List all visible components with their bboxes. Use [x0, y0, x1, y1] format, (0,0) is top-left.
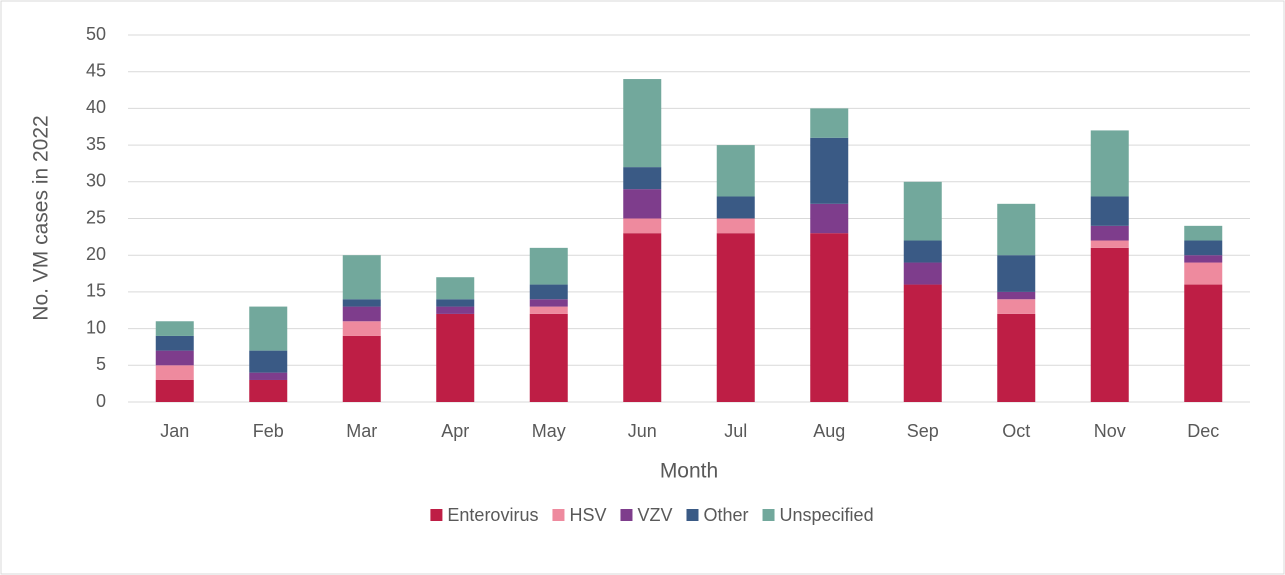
bar-segment	[342, 321, 381, 336]
y-tick-label: 40	[86, 97, 106, 117]
bar-segment	[155, 350, 194, 366]
bar-segment	[155, 335, 194, 351]
x-tick-label: Mar	[346, 421, 377, 441]
bar-segment	[249, 372, 288, 380]
legend-label: Unspecified	[780, 505, 874, 525]
legend-swatch	[620, 509, 633, 521]
bar-segment	[903, 240, 942, 263]
bar-segment	[1184, 255, 1223, 263]
legend-swatch	[552, 509, 565, 521]
y-tick-label: 35	[86, 134, 106, 154]
bar-segment	[342, 306, 381, 322]
bar-segment	[1090, 130, 1129, 197]
bar-segment	[1090, 196, 1129, 226]
bar-segment	[249, 350, 288, 373]
bar-segment	[623, 218, 662, 234]
bar-segment	[623, 189, 662, 219]
bar-segment	[623, 167, 662, 190]
bar-segment	[810, 233, 849, 402]
x-tick-label: Oct	[1002, 421, 1030, 441]
y-tick-label: 50	[86, 24, 106, 44]
bar-segment	[155, 379, 194, 402]
legend-swatch	[762, 509, 775, 521]
bar-segment	[342, 335, 381, 402]
bar-segment	[155, 365, 194, 380]
bar-segment	[716, 233, 755, 402]
bar-segment	[716, 145, 755, 197]
bar-segment	[903, 284, 942, 402]
x-tick-label: Jun	[628, 421, 657, 441]
bar-segment	[529, 306, 568, 314]
bar-segment	[997, 299, 1036, 314]
bar-segment	[249, 379, 288, 402]
bar-segment	[436, 277, 475, 300]
bar-segment	[903, 181, 942, 241]
bar-segment	[997, 291, 1036, 300]
x-tick-label: Apr	[441, 421, 469, 441]
y-tick-label: 20	[86, 244, 106, 264]
bar-segment	[155, 321, 194, 336]
bar-segment	[716, 218, 755, 234]
bar-segment	[903, 262, 942, 285]
legend-swatch	[430, 509, 443, 521]
y-tick-label: 25	[86, 207, 106, 227]
bar-segment	[1090, 240, 1129, 248]
bar-segment	[1090, 225, 1129, 241]
bar-segment	[342, 255, 381, 300]
legend-label: Enterovirus	[447, 505, 538, 525]
bar-segment	[810, 203, 849, 234]
x-tick-label: May	[532, 421, 566, 441]
x-axis-title: Month	[660, 460, 718, 483]
x-tick-label: Feb	[253, 421, 284, 441]
y-tick-label: 10	[86, 317, 106, 337]
bar-segment	[1090, 247, 1129, 402]
bar-segment	[997, 313, 1036, 402]
bar-segment	[1184, 225, 1223, 241]
bar-segment	[249, 306, 288, 351]
y-tick-label: 30	[86, 171, 106, 191]
bar-segment	[810, 137, 849, 204]
bar-segment	[436, 299, 475, 307]
bar-segment	[436, 306, 475, 314]
bar-segment	[623, 233, 662, 402]
x-tick-label: Jul	[724, 421, 747, 441]
x-tick-label: Sep	[907, 421, 939, 441]
bar-segment	[1184, 262, 1223, 285]
bar-segment	[342, 299, 381, 307]
x-tick-label: Jan	[160, 421, 189, 441]
legend-label: Other	[703, 505, 748, 525]
bar-segment	[810, 108, 849, 138]
bar-segment	[716, 196, 755, 219]
x-tick-label: Dec	[1187, 421, 1219, 441]
legend-label: HSV	[569, 505, 606, 525]
y-tick-label: 45	[86, 60, 106, 80]
y-axis-title: No. VM cases in 2022	[30, 115, 53, 320]
legend-swatch	[686, 509, 699, 521]
bar-segment	[529, 313, 568, 402]
bar-segment	[1184, 284, 1223, 402]
bar-segment	[997, 203, 1036, 256]
bar-segment	[529, 247, 568, 285]
bar-segment	[997, 255, 1036, 292]
bar-segment	[623, 79, 662, 168]
bar-segment	[436, 313, 475, 402]
y-tick-label: 15	[86, 281, 106, 301]
bar-segment	[529, 299, 568, 307]
x-tick-label: Aug	[813, 421, 845, 441]
y-tick-label: 0	[96, 391, 106, 411]
bar-segment	[529, 284, 568, 300]
legend: Enterovirus HSV VZV Other Unspecified	[430, 505, 874, 525]
bar-segment	[1184, 240, 1223, 256]
legend-label: VZV	[637, 505, 672, 525]
y-tick-label: 5	[96, 354, 106, 374]
x-tick-label: Nov	[1094, 421, 1126, 441]
